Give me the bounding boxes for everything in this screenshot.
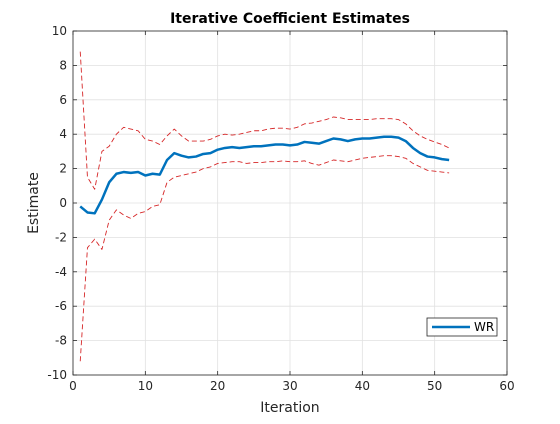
- x-tick-label: 50: [427, 379, 442, 393]
- y-tick-label: 0: [59, 196, 67, 210]
- chart-title: Iterative Coefficient Estimates: [170, 11, 410, 27]
- series-line-lower-bound: [79, 155, 450, 362]
- y-axis-label: Estimate: [26, 172, 42, 234]
- y-tick-label: 2: [59, 162, 67, 176]
- legend: WR: [426, 317, 498, 337]
- y-tick-label: -4: [55, 265, 67, 279]
- x-tick-label: 20: [210, 379, 225, 393]
- x-tick-label: 60: [499, 379, 514, 393]
- series-line-upper-bound: [79, 51, 450, 190]
- x-tick-label: 0: [69, 379, 77, 393]
- axis-ticks: 0 10 20 30 40 50 60 -10 -8 -6 -4 -2 0 2 4 6 8 10: [47, 24, 514, 393]
- y-tick-label: 10: [52, 24, 67, 38]
- y-tick-label: -8: [55, 334, 67, 348]
- y-tick-label: -6: [55, 299, 67, 313]
- y-tick-label: 6: [59, 93, 67, 107]
- series-lines: [79, 51, 450, 362]
- y-tick-label: -2: [55, 230, 67, 244]
- x-axis-label: Iteration: [260, 400, 319, 416]
- x-tick-label: 10: [138, 379, 153, 393]
- y-tick-label: 4: [59, 127, 67, 141]
- y-tick-label: 8: [59, 58, 67, 72]
- legend-label-wr: WR: [474, 320, 494, 334]
- x-tick-label: 30: [282, 379, 297, 393]
- x-tick-label: 40: [355, 379, 370, 393]
- series-line-wr: [79, 135, 450, 215]
- y-tick-label: -10: [47, 368, 67, 382]
